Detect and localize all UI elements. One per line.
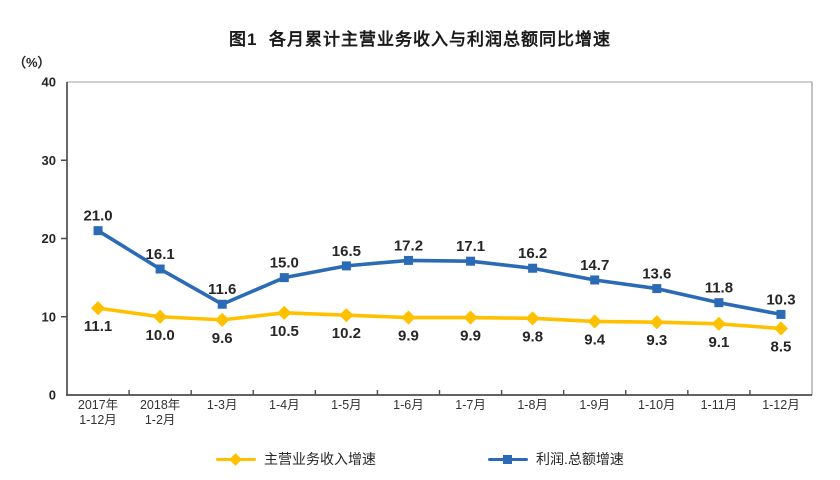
data-point-marker — [215, 312, 230, 327]
data-label: 9.6 — [212, 330, 233, 347]
legend-item-revenue-growth: 主营业务收入增速 — [216, 449, 376, 469]
data-label: 11.6 — [208, 281, 236, 298]
x-tick-label: 2017年 — [78, 398, 118, 412]
data-label: 17.2 — [394, 237, 423, 254]
y-tick-label: 30 — [42, 153, 56, 168]
series-line-0 — [96, 306, 783, 331]
legend-label-revenue-growth: 主营业务收入增速 — [264, 451, 377, 467]
legend-item-profit-growth: 利润.总额增速 — [488, 449, 624, 469]
data-label: 8.5 — [771, 338, 792, 355]
data-label: 10.3 — [766, 291, 795, 308]
x-tick-label: 1-2月 — [145, 413, 176, 427]
data-point-marker — [153, 309, 168, 324]
data-point-marker — [714, 298, 724, 308]
data-label: 17.1 — [456, 238, 485, 255]
x-tick-label: 1-11月 — [701, 398, 738, 412]
x-tick-label: 1-6月 — [393, 398, 424, 412]
data-point-marker — [711, 316, 726, 331]
legend-label-profit-growth: 利润.总额增速 — [536, 451, 624, 467]
x-tick-label: 1-12月 — [762, 398, 800, 412]
data-label: 16.5 — [332, 243, 361, 260]
data-point-marker — [649, 315, 664, 330]
data-point-marker — [279, 273, 289, 283]
data-point-marker — [652, 284, 662, 294]
data-point-marker — [528, 263, 538, 273]
data-label: 16.2 — [518, 245, 547, 262]
x-tick-label: 1-5月 — [331, 398, 362, 412]
data-label: 13.6 — [642, 266, 671, 283]
data-label: 11.1 — [84, 318, 112, 335]
data-point-marker — [277, 305, 292, 320]
data-point-marker — [401, 310, 416, 325]
data-label: 16.1 — [146, 246, 175, 263]
data-point-marker — [525, 311, 540, 326]
y-tick-label: 40 — [42, 75, 56, 90]
data-label: 11.8 — [705, 280, 733, 297]
x-tick-label: 1-10月 — [638, 398, 676, 412]
x-tick-label: 1-12月 — [79, 413, 117, 427]
x-tick-label: 1-4月 — [269, 398, 300, 412]
y-tick-label: 20 — [42, 231, 56, 246]
data-label: 15.0 — [270, 255, 299, 272]
data-point-marker — [341, 261, 351, 271]
x-tick-label: 1-8月 — [517, 398, 548, 412]
data-point-marker — [339, 308, 354, 323]
series-line-1 — [96, 228, 783, 317]
chart-title: 图1 各月累计主营业务收入与利润总额同比增速 — [229, 30, 611, 49]
data-label: 9.8 — [522, 328, 543, 345]
y-tick-label: 10 — [42, 309, 56, 324]
x-tick-label: 1-9月 — [579, 398, 610, 412]
data-point-marker — [773, 321, 789, 336]
data-point-marker — [155, 264, 165, 274]
data-point-marker — [466, 256, 476, 266]
revenue-line-diamond-icon — [216, 452, 257, 466]
data-label: 10.0 — [146, 327, 175, 344]
data-point-marker — [587, 314, 602, 329]
data-label: 9.1 — [708, 334, 729, 351]
x-tick-label: 2018年 — [140, 398, 180, 412]
profit-line-square-icon — [488, 453, 529, 466]
data-point-marker — [590, 275, 600, 285]
data-label: 10.5 — [270, 323, 299, 340]
x-tick-label: 1-3月 — [207, 398, 238, 412]
chart-legend: 主营业务收入增速 利润.总额增速 — [0, 449, 840, 469]
y-axis-unit-label: （%） — [13, 55, 51, 70]
data-label: 9.9 — [460, 328, 481, 345]
data-label: 9.9 — [398, 328, 419, 345]
data-label: 9.3 — [646, 332, 667, 349]
data-point-marker — [776, 309, 786, 319]
data-point-marker — [217, 299, 227, 309]
y-tick-label: 0 — [49, 388, 56, 403]
data-point-marker — [403, 255, 413, 265]
data-label: 21.0 — [83, 208, 112, 225]
data-label: 14.7 — [580, 257, 609, 274]
data-point-marker — [463, 310, 478, 325]
data-point-marker — [90, 301, 106, 316]
x-tick-label: 1-7月 — [455, 398, 486, 412]
data-point-marker — [93, 226, 103, 236]
data-label: 10.2 — [332, 325, 361, 342]
data-label: 9.4 — [584, 331, 606, 348]
